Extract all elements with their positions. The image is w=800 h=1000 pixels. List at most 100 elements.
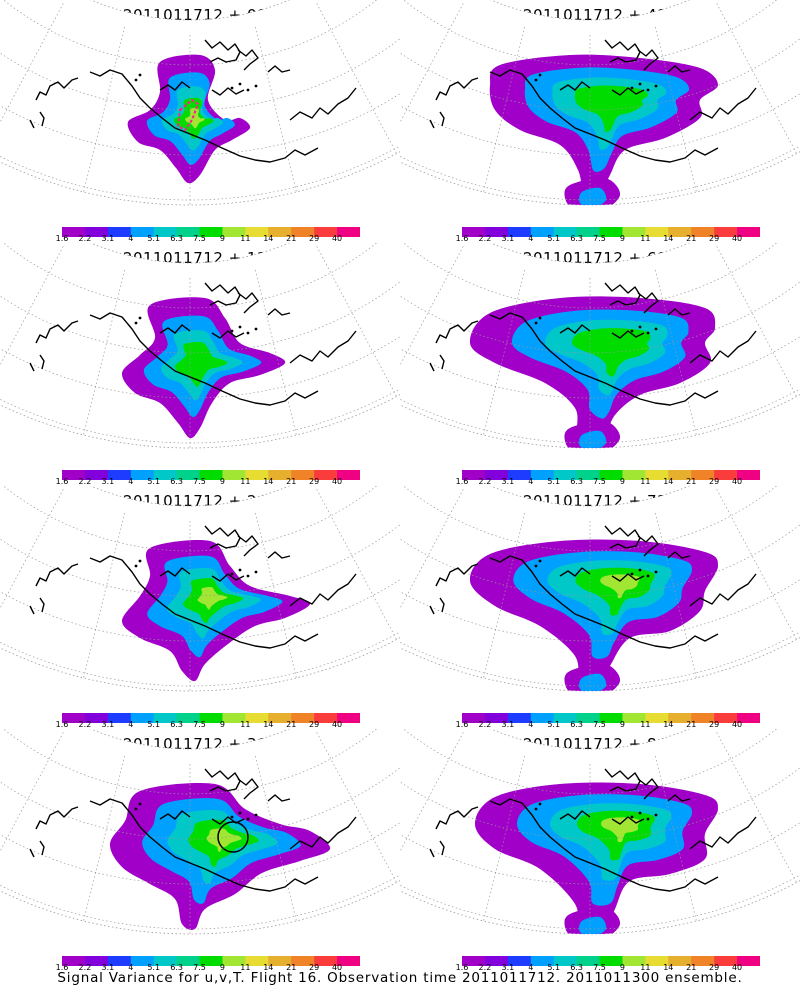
- colorbar-swatch: [130, 956, 155, 966]
- colorbar-swatch: [576, 713, 601, 723]
- colorbar-swatch: [62, 713, 86, 723]
- colorbar-label: 5.1: [147, 234, 161, 243]
- colorbar-swatch: [245, 713, 269, 723]
- colorbar-swatch: [668, 470, 692, 480]
- figure-caption: Signal Variance for u,v,T. Flight 16. Ob…: [57, 970, 743, 986]
- colorbar-label: 4: [128, 720, 134, 729]
- colorbar-swatch: [668, 956, 692, 966]
- colorbar-swatches: [462, 227, 761, 237]
- island-marker: [654, 813, 658, 817]
- colorbar-label: 29: [709, 720, 720, 729]
- island-marker: [254, 327, 258, 331]
- colorbar-label: 29: [709, 963, 720, 972]
- island-marker: [230, 329, 234, 333]
- colorbar-label: 14: [663, 720, 674, 729]
- variance-map: [400, 486, 800, 692]
- colorbar-label: 6.3: [570, 963, 583, 972]
- colorbar-label: 3.1: [501, 234, 515, 243]
- colorbar-swatch: [576, 470, 601, 480]
- map-panel: 2011011712 + 60h 1.6 2.2 3.1 4 5.1 6.3 7.5 9 11 14…: [400, 243, 800, 488]
- colorbar-swatch: [599, 470, 623, 480]
- colorbar-label: 5.1: [147, 720, 161, 729]
- colorbar-label: 6.3: [170, 477, 183, 486]
- colorbar-label: 11: [640, 234, 651, 243]
- colorbar: 1.6 2.2 3.1 4 5.1 6.3 7.5 9 11 14 21 29 40: [456, 951, 761, 973]
- graticule: [0, 486, 400, 691]
- colorbar-swatch: [153, 956, 178, 966]
- colorbar-label: 2.2: [478, 720, 492, 729]
- colorbar-swatch: [130, 713, 155, 723]
- colorbar-label: 4: [528, 234, 534, 243]
- colorbar-swatch: [291, 713, 315, 723]
- colorbar-swatch: [668, 227, 692, 237]
- island-marker: [246, 574, 250, 578]
- colorbar-swatch: [691, 470, 715, 480]
- target-region-outline: [176, 98, 200, 132]
- colorbar-swatch: [222, 713, 246, 723]
- island-marker: [654, 570, 658, 574]
- colorbar-label: 40: [731, 720, 743, 729]
- colorbar-label: 40: [331, 963, 343, 972]
- colorbar-swatch: [153, 470, 178, 480]
- island-marker: [238, 325, 242, 329]
- colorbar-label: 11: [240, 477, 251, 486]
- variance-map: [0, 486, 400, 692]
- variance-contour: [579, 430, 607, 448]
- colorbar-label: 4: [128, 963, 134, 972]
- map-panel: 2011011712 + 12h 1.6 2.2 3.1 4 5.1 6.3 7.5 9 11 14…: [0, 243, 400, 488]
- coastlines: [429, 282, 757, 406]
- map-panel: 2011011712 + 24h 1.6 2.2 3.1 4 5.1 6.3 7.5 9 11 14…: [0, 486, 400, 731]
- colorbar-label: 9: [219, 477, 225, 486]
- coastlines: [429, 39, 757, 163]
- colorbar-label: 40: [731, 477, 743, 486]
- verification-circle: [217, 821, 249, 853]
- colorbar-label: 5.1: [147, 963, 161, 972]
- island-marker: [254, 84, 258, 88]
- colorbar-swatch: [153, 227, 178, 237]
- variance-contour: [206, 828, 242, 852]
- colorbar-swatch: [599, 713, 623, 723]
- colorbar-label: 2.2: [478, 477, 492, 486]
- colorbar-swatch: [268, 470, 292, 480]
- colorbar-label: 14: [663, 963, 674, 972]
- island-marker: [230, 815, 234, 819]
- island-marker: [534, 321, 538, 325]
- coastlines: [429, 525, 757, 649]
- colorbar-label: 40: [731, 963, 743, 972]
- colorbar-label: 1.6: [55, 720, 69, 729]
- colorbar-swatches: [462, 713, 761, 723]
- colorbar-swatch: [507, 470, 532, 480]
- island-marker: [134, 78, 138, 82]
- colorbar: 1.6 2.2 3.1 4 5.1 6.3 7.5 9 11 14 21 29 40: [56, 465, 361, 487]
- colorbar-label: 6.3: [170, 234, 183, 243]
- colorbar-swatch: [176, 470, 201, 480]
- island-marker: [534, 78, 538, 82]
- colorbar-swatch: [507, 713, 532, 723]
- colorbar-label: 6.3: [570, 720, 583, 729]
- colorbar-swatch: [268, 713, 292, 723]
- colorbar-label: 1.6: [55, 234, 69, 243]
- colorbar-swatch: [484, 956, 509, 966]
- colorbar-label: 21: [286, 963, 297, 972]
- colorbar-label: 14: [263, 477, 274, 486]
- island-marker: [238, 82, 242, 86]
- colorbar-swatch: [107, 956, 132, 966]
- colorbar-label: 3.1: [101, 234, 115, 243]
- variance-contour: [579, 187, 607, 205]
- colorbar-label: 7.5: [193, 963, 206, 972]
- colorbar-label: 2.2: [78, 720, 92, 729]
- island-marker: [134, 564, 138, 568]
- colorbar-label: 1.6: [455, 720, 469, 729]
- colorbar-swatch: [314, 227, 338, 237]
- colorbar-label: 9: [619, 234, 625, 243]
- colorbar-swatch: [645, 470, 669, 480]
- colorbar-swatch: [199, 470, 223, 480]
- colorbar-swatch: [291, 227, 315, 237]
- colorbar-swatch: [737, 470, 761, 480]
- colorbar: 1.6 2.2 3.1 4 5.1 6.3 7.5 9 11 14 21 29 40: [56, 708, 361, 730]
- colorbar-swatch: [62, 956, 86, 966]
- colorbar-swatch: [176, 956, 201, 966]
- island-marker: [246, 331, 250, 335]
- colorbar-swatch: [530, 956, 555, 966]
- variance-contour: [600, 574, 640, 599]
